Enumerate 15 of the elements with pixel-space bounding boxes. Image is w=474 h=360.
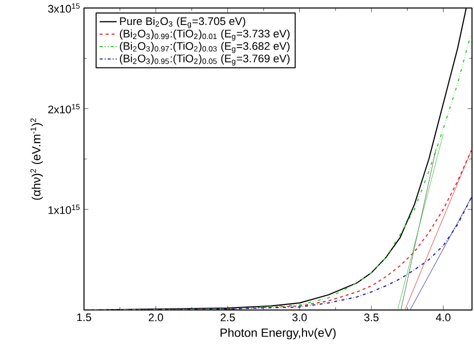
y-tick-label: 3x10$^{15}$ — [48, 3, 80, 13]
x-tick-label: 2.5 — [220, 314, 235, 322]
text: (Bi$_{2}$O$_{3}$)$_{0.99}$:(TiO$_{2}$)$_{0.01}$ (E$_{g}$=3.733 eV) — [120, 29, 290, 41]
y-axis-title: (αhν)$^{2}$ (eV.m$^{-1}$)$^{2}$ — [30, 118, 43, 200]
x-tick-label: 3.0 — [292, 314, 307, 322]
y-tick-label: 1x10$^{15}$ — [48, 204, 80, 214]
x-axis-title: Photon Energy,hν(eV) — [220, 328, 336, 340]
x-tick-label: 3.5 — [364, 314, 379, 322]
x-tick-label: 4.0 — [436, 314, 450, 322]
y-tick-label: 2x10$^{15}$ — [48, 104, 80, 114]
x-tick-label: 2.0 — [148, 314, 164, 322]
text: (Bi$_{2}$O$_{3}$)$_{0.97}$:(TiO$_{2}$)$_{0.03}$ (E$_{g}$=3.682 eV) — [120, 42, 290, 54]
legend-label: Pure Bi$_{2}$O$_{3}$ (E$_{g}$=3.705 eV) — [120, 17, 246, 28]
x-tick-label: 1.5 — [77, 314, 92, 322]
text: (Bi$_{2}$O$_{3}$)$_{0.95}$:(TiO$_{2}$)$_{0.05}$ (E$_{g}$=3.769 eV) — [120, 54, 290, 66]
